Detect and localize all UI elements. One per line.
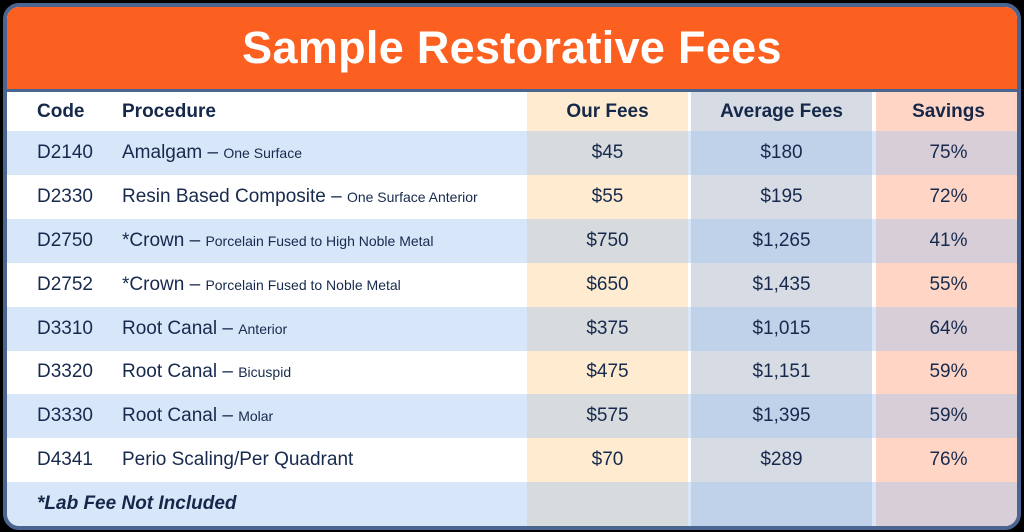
code-cell: D4341 (37, 449, 93, 470)
table-row: D3320 Root Canal – Bicuspid $475 $1,151 … (7, 350, 1017, 394)
savings-cell: 59% (929, 405, 968, 426)
our-fee-cell: $55 (591, 186, 624, 207)
our-fees-column-bg (527, 92, 688, 526)
average-fee-cell: $180 (760, 142, 803, 163)
procedure-cell: *Crown – Porcelain Fused to High Noble M… (122, 230, 434, 251)
procedure-cell: *Crown – Porcelain Fused to Noble Metal (122, 274, 401, 295)
footnote: *Lab Fee Not Included (37, 493, 237, 514)
code-cell: D3310 (37, 318, 93, 339)
procedure-cell: Root Canal – Bicuspid (122, 361, 292, 382)
code-cell: D2750 (37, 230, 93, 251)
average-fee-cell: $1,015 (752, 318, 811, 339)
our-fee-cell: $475 (586, 361, 629, 382)
header-code: Code (37, 100, 85, 122)
average-fee-cell: $289 (760, 449, 803, 470)
title-bar: Sample Restorative Fees (7, 7, 1017, 92)
fee-table-card: Sample Restorative Fees Code Procedure O… (3, 3, 1021, 530)
average-fees-column-bg (691, 92, 872, 526)
procedure-cell: Root Canal – Anterior (122, 318, 288, 339)
savings-cell: 76% (929, 449, 968, 470)
our-fee-cell: $750 (586, 230, 629, 251)
code-cell: D3320 (37, 361, 93, 382)
header-average-fees: Average Fees (720, 100, 843, 122)
savings-cell: 75% (929, 142, 968, 163)
our-fee-cell: $375 (586, 318, 629, 339)
average-fee-cell: $1,151 (752, 361, 811, 382)
procedure-cell: Resin Based Composite – One Surface Ante… (122, 186, 478, 207)
average-fee-cell: $195 (760, 186, 803, 207)
savings-column-bg (876, 92, 1017, 526)
average-fee-cell: $1,395 (752, 405, 811, 426)
our-fee-cell: $575 (586, 405, 629, 426)
procedure-cell: Amalgam – One Surface (122, 142, 302, 163)
table-row: D3330 Root Canal – Molar $575 $1,395 59% (7, 394, 1017, 438)
header-our-fees: Our Fees (566, 100, 649, 122)
code-cell: D2330 (37, 186, 93, 207)
savings-cell: 59% (929, 361, 968, 382)
table-row: D2752 *Crown – Porcelain Fused to Noble … (7, 263, 1017, 307)
procedure-cell: Root Canal – Molar (122, 405, 274, 426)
table-header: Code Procedure Our Fees Average Fees Sav… (7, 92, 1017, 131)
code-cell: D2140 (37, 142, 93, 163)
table-row: D2140 Amalgam – One Surface $45 $180 75% (7, 131, 1017, 175)
table-row: D2330 Resin Based Composite – One Surfac… (7, 175, 1017, 219)
header-procedure: Procedure (122, 100, 216, 122)
savings-cell: 55% (929, 274, 968, 295)
average-fee-cell: $1,435 (752, 274, 811, 295)
savings-cell: 72% (929, 186, 968, 207)
savings-cell: 41% (929, 230, 968, 251)
code-cell: D3330 (37, 405, 93, 426)
code-cell: D2752 (37, 274, 93, 295)
savings-cell: 64% (929, 318, 968, 339)
our-fee-cell: $45 (591, 142, 624, 163)
header-savings: Savings (912, 100, 985, 122)
table-row: D3310 Root Canal – Anterior $375 $1,015 … (7, 307, 1017, 351)
procedure-cell: Perio Scaling/Per Quadrant (122, 449, 354, 470)
average-fee-cell: $1,265 (752, 230, 811, 251)
page-title: Sample Restorative Fees (242, 22, 782, 73)
our-fee-cell: $650 (586, 274, 629, 295)
footnote-row: *Lab Fee Not Included (7, 482, 1017, 526)
table-row: D2750 *Crown – Porcelain Fused to High N… (7, 219, 1017, 263)
table-row: D4341 Perio Scaling/Per Quadrant $70 $28… (7, 438, 1017, 482)
our-fee-cell: $70 (591, 449, 624, 470)
